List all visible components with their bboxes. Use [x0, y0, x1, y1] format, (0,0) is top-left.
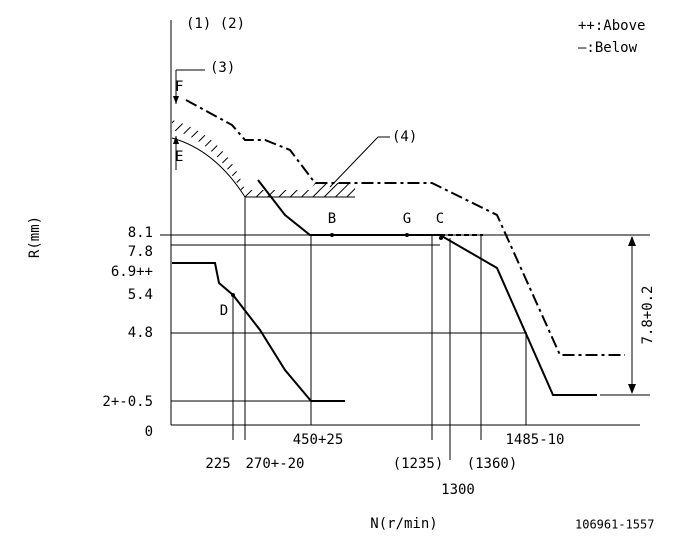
marks: (1) (2): [186, 16, 245, 32]
y-label: 2+-0.5: [102, 394, 153, 410]
dimension: 7.8+0.2: [640, 285, 656, 344]
point-label: B: [328, 211, 336, 227]
note: F: [175, 79, 183, 95]
y-label: 8.1: [128, 225, 153, 241]
y-title: R(mm): [27, 216, 43, 258]
legend-above: ++:Above: [578, 18, 645, 34]
y-label: 5.4: [128, 287, 153, 303]
x-label: 450+25: [293, 432, 344, 448]
y-label: 7.8: [128, 244, 153, 260]
y-label: 6.9++: [111, 264, 153, 280]
note: (3): [210, 60, 235, 76]
x-label: (1235): [393, 456, 444, 472]
y-label: 4.8: [128, 325, 153, 341]
y-label: 0: [145, 424, 153, 440]
note: E: [175, 149, 183, 165]
code: 106961-1557: [575, 518, 654, 532]
x-title: N(r/min): [370, 516, 437, 532]
point-label: C: [436, 211, 444, 227]
point-label: D: [220, 303, 228, 319]
x-label: 1300: [441, 482, 475, 498]
point-label: G: [403, 211, 411, 227]
x-label: 270+-20: [245, 456, 304, 472]
x-label: (1360): [467, 456, 518, 472]
legend-below: —:Below: [578, 40, 638, 56]
note: (4): [392, 129, 417, 145]
x-label: 225: [205, 456, 230, 472]
x-label: 1485-10: [505, 432, 564, 448]
